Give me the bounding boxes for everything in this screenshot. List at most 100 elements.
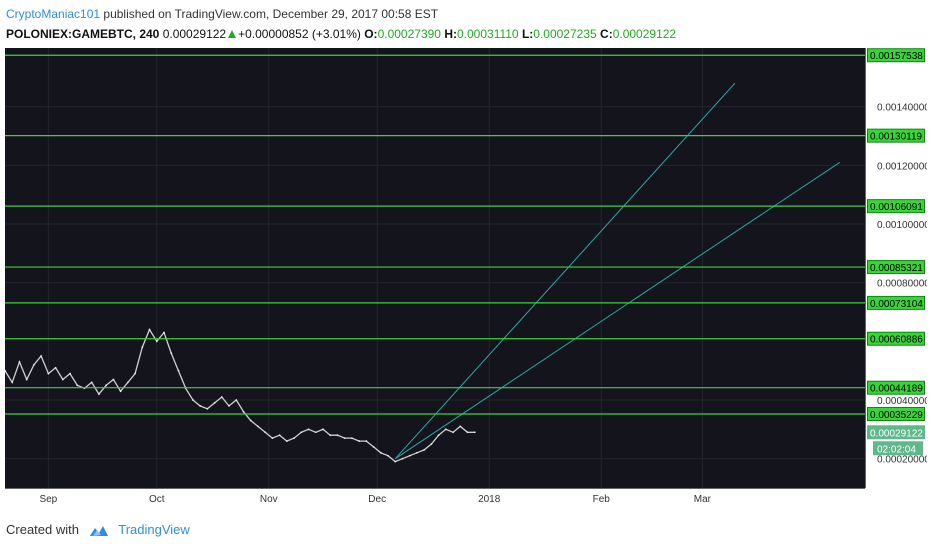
- price-point: [322, 428, 324, 431]
- created-with-label: Created with: [6, 522, 79, 537]
- price-point: [69, 372, 71, 375]
- price-point: [126, 381, 129, 384]
- close-value: 0.00029122: [612, 27, 677, 41]
- level-price-tag-inner: [868, 129, 924, 142]
- price-point: [242, 410, 245, 413]
- price-point: [300, 431, 303, 434]
- countdown-label: 02:02:04: [877, 444, 916, 455]
- price-point: [466, 431, 469, 434]
- author-link[interactable]: CryptoManiac101: [6, 7, 101, 21]
- y-tick-label: 0.00140000: [877, 103, 927, 114]
- trendline: [394, 161, 840, 460]
- price-point: [394, 460, 397, 463]
- y-tick-label: 0.00080000: [877, 279, 927, 290]
- price-point: [141, 346, 144, 349]
- price-point: [336, 434, 339, 437]
- price-point: [25, 378, 28, 381]
- publish-line: CryptoManiac101 published on TradingView…: [6, 6, 926, 22]
- price-point: [452, 431, 454, 434]
- level-price-tag-inner: [868, 407, 924, 420]
- price-point: [213, 402, 216, 404]
- price-change: +0.00000852 (+3.01%): [238, 27, 361, 41]
- price-point: [76, 384, 79, 387]
- x-tick-label: Sep: [39, 494, 57, 505]
- price-point: [416, 451, 418, 454]
- price-point: [47, 372, 50, 375]
- level-price-label: 0.00073104: [870, 299, 923, 310]
- price-point: [148, 328, 151, 331]
- level-price-tag-inner: [868, 261, 924, 274]
- price-point: [278, 434, 281, 437]
- countdown-tag: [873, 441, 923, 456]
- level-price-label: 0.00085321: [870, 263, 923, 274]
- price-point: [329, 434, 332, 437]
- publish-info: published on TradingView.com, December 2…: [103, 7, 439, 21]
- y-tick-label: 0.00120000: [877, 161, 927, 172]
- x-tick-label: Nov: [260, 494, 278, 505]
- price-point: [307, 428, 310, 431]
- price-point: [293, 437, 295, 440]
- chart-header: CryptoManiac101 published on TradingView…: [6, 6, 926, 42]
- y-tick-label: 0.00100000: [877, 220, 927, 231]
- price-point: [444, 428, 447, 431]
- price-point: [379, 451, 382, 454]
- price-point: [459, 425, 462, 428]
- low-label: L:: [521, 27, 534, 41]
- level-price-tag-inner: [868, 381, 924, 394]
- price-point: [343, 437, 346, 440]
- x-tick-label: Feb: [593, 494, 611, 505]
- x-tick-label: Dec: [368, 494, 386, 505]
- price-point: [264, 431, 267, 434]
- price-point: [61, 378, 64, 381]
- ohlc-line: POLONIEX:GAMEBTC, 240 0.00029122 +0.00000…: [6, 26, 926, 42]
- y-tick-label: 0.00040000: [877, 396, 927, 407]
- price-point: [430, 443, 433, 445]
- price-point: [163, 331, 165, 334]
- price-point: [401, 457, 404, 460]
- price-point: [437, 434, 440, 437]
- tradingview-logo-icon[interactable]: [89, 524, 109, 543]
- price-point: [423, 448, 426, 451]
- open-value: 0.00027390: [377, 27, 441, 41]
- level-price-tag-inner: [868, 296, 924, 309]
- price-point: [33, 363, 35, 366]
- price-point: [40, 355, 43, 357]
- price-point: [155, 340, 158, 343]
- y-tick-label: 0.00020000: [877, 455, 927, 466]
- price-chart[interactable]: 0.00140000 0.00120000 0.00100000 0.00080000…: [4, 48, 930, 508]
- price-point: [11, 381, 14, 384]
- last-price: 0.00029122: [162, 27, 227, 41]
- level-price-tag-inner: [868, 49, 924, 62]
- price-point: [473, 431, 476, 434]
- level-price-tag-inner: [868, 332, 924, 345]
- footer: Created with TradingView: [6, 521, 190, 539]
- price-point: [372, 446, 375, 448]
- open-label: O:: [364, 27, 378, 41]
- price-point: [199, 404, 202, 407]
- level-price-label: 0.00035229: [870, 410, 923, 421]
- high-label: H:: [444, 27, 457, 41]
- price-chart-svg[interactable]: 0.00140000 0.00120000 0.00100000 0.00080000…: [4, 48, 930, 508]
- price-point: [408, 454, 411, 457]
- price-point: [105, 384, 108, 387]
- level-price-label: 0.00130119: [870, 132, 923, 143]
- x-tick-label: Mar: [694, 494, 712, 505]
- tradingview-link[interactable]: TradingView: [118, 522, 190, 537]
- price-point: [134, 372, 136, 375]
- price-point: [54, 366, 57, 369]
- price-point: [285, 440, 288, 442]
- price-point: [170, 352, 173, 354]
- close-label: C:: [600, 27, 613, 41]
- level-price-tag-inner: [868, 200, 924, 213]
- price-point: [177, 369, 180, 372]
- level-price-label: 0.00106091: [870, 202, 923, 213]
- price-point: [314, 431, 317, 434]
- price-point: [350, 437, 353, 440]
- last-price-label: 0.00029122: [870, 428, 923, 439]
- price-point: [206, 407, 209, 410]
- price-point: [220, 396, 223, 398]
- price-point: [112, 378, 115, 381]
- price-point: [4, 369, 6, 372]
- price-point: [271, 437, 274, 440]
- level-price-label: 0.00044189: [870, 384, 923, 395]
